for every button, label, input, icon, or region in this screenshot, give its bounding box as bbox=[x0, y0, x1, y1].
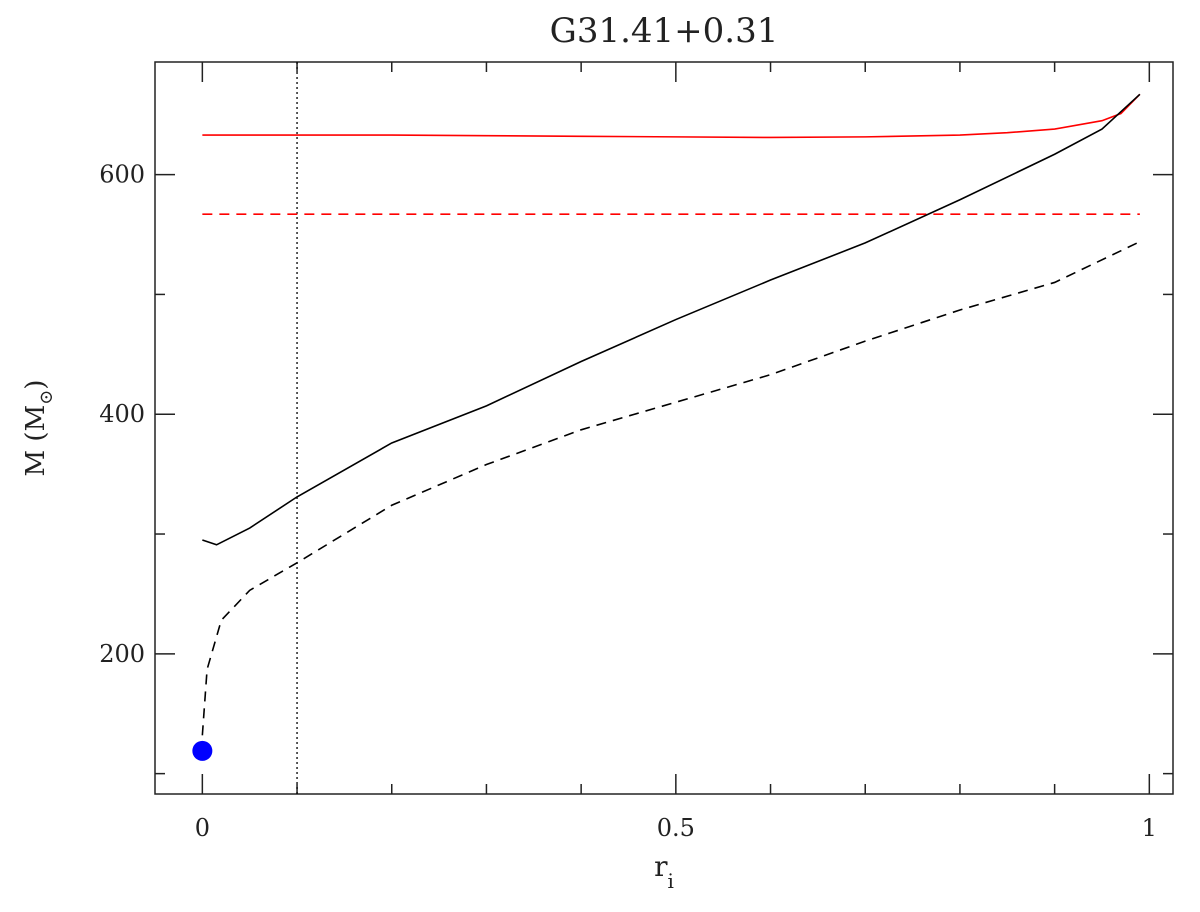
y-axis-label: M (M⊙) bbox=[21, 380, 57, 477]
y-label-end: ) bbox=[21, 380, 51, 390]
y-tick-label: 200 bbox=[99, 640, 145, 668]
plot-frame bbox=[154, 61, 1174, 795]
line-series bbox=[202, 93, 1141, 139]
x-label-sub: i bbox=[667, 869, 673, 893]
y-label-main: M (M bbox=[21, 405, 51, 477]
x-label-main: r bbox=[654, 850, 668, 883]
x-tick-label: 0 bbox=[195, 814, 210, 842]
x-axis-label: ri bbox=[654, 850, 674, 893]
y-tick-label: 600 bbox=[99, 161, 145, 189]
point bbox=[192, 740, 213, 761]
x-tick-label: 1 bbox=[1142, 814, 1157, 842]
line-series bbox=[202, 93, 1141, 546]
y-tick-label: 400 bbox=[99, 400, 145, 428]
chart-title: G31.41+0.31 bbox=[550, 11, 779, 51]
x-tick-label: 0.5 bbox=[657, 814, 695, 842]
y-label-sub: ⊙ bbox=[36, 390, 57, 405]
line-series bbox=[201, 240, 1141, 736]
